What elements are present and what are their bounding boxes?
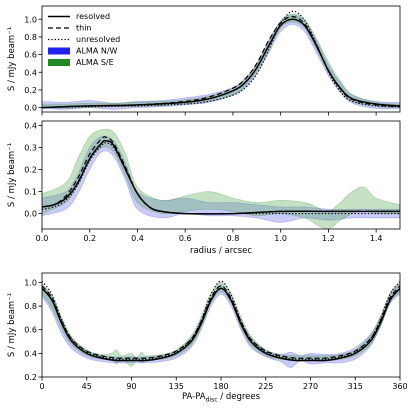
ytick-label-middle-2: 0.2: [24, 165, 37, 174]
line-thin-bottom: [42, 285, 400, 359]
xtick-label-middle-0: 0.0: [36, 234, 49, 243]
xtick-label-bottom-6: 270: [303, 382, 318, 391]
legend-label-resolved: resolved: [76, 12, 110, 21]
ytick-label-top-3: 0.6: [24, 51, 37, 60]
xtick-label-middle-3: 0.6: [179, 234, 192, 243]
ytick-label-bottom-2: 0.6: [24, 326, 37, 335]
legend-swatch-alma-s-e: [48, 59, 70, 66]
ytick-label-top-2: 0.4: [24, 68, 37, 77]
xlabel-suffix-bottom: / degrees: [218, 392, 261, 402]
xlabel-sub-bottom: disc: [206, 397, 218, 404]
band-alma-n-w-top: [42, 14, 400, 110]
panel-middle: 0.0 0.1 0.2 0.3 0.4 0.0 0.2 0.4 0.6 0.8 1.0 1.2 1.4 S…: [7, 120, 401, 256]
band-alma-n-w-middle: [42, 135, 400, 223]
xtick-label-middle-1: 0.2: [83, 234, 96, 243]
xlabel-main-bottom: PA-PA: [182, 392, 206, 402]
xtick-label-bottom-2: 90: [126, 382, 136, 391]
xtick-label-middle-4: 0.8: [227, 234, 240, 243]
xtick-label-middle-5: 1.0: [274, 234, 287, 243]
legend-swatch-alma-n-w: [48, 47, 70, 55]
ytick-label-bottom-0: 0.2: [24, 373, 37, 382]
band-alma-n-w-bottom: [42, 283, 400, 368]
plot-area-middle: [42, 128, 400, 229]
xtick-label-middle-2: 0.4: [131, 234, 144, 243]
ylabel-top: S / mJy beam⁻¹: [7, 27, 17, 91]
axes-frame-top: [41, 5, 401, 113]
xtick-label-bottom-1: 45: [82, 382, 92, 391]
ylabel-middle: S / mJy beam⁻¹: [7, 143, 17, 207]
band-alma-s-e-middle: [42, 128, 400, 229]
ytick-label-top-5: 1.0: [24, 15, 37, 24]
legend-label-unresolved: unresolved: [76, 35, 120, 44]
xtick-label-bottom-3: 135: [169, 382, 184, 391]
legend-label-alma-n-w: ALMA N/W: [76, 47, 118, 56]
ytick-label-top-4: 0.8: [24, 33, 37, 42]
ytick-label-middle-3: 0.3: [24, 143, 37, 152]
line-resolved-middle: [42, 139, 400, 215]
line-unresolved-bottom: [42, 280, 400, 361]
ytick-label-middle-0: 0.0: [24, 210, 37, 219]
band-alma-s-e-bottom: [42, 282, 400, 367]
line-resolved-bottom: [42, 287, 400, 362]
xtick-label-bottom-4: 180: [213, 382, 228, 391]
xlabel-middle: radius / arcsec: [190, 246, 252, 256]
xlabel-bottom: PA-PAdisc / degrees: [182, 392, 261, 404]
line-thin-top: [42, 15, 400, 109]
ytick-label-bottom-1: 0.4: [24, 349, 37, 358]
panel-top: 0.0 0.2 0.4 0.6 0.8 1.0 S / mJy beam⁻¹ resolved…: [7, 5, 401, 116]
ytick-label-middle-1: 0.1: [24, 188, 37, 197]
legend: resolved thin unresolved ALMA N/W ALMA S/E: [48, 12, 120, 67]
band-alma-s-e-top: [42, 13, 400, 109]
xtick-label-middle-6: 1.2: [322, 234, 335, 243]
plot-area-top: [42, 10, 400, 110]
xtick-label-bottom-7: 315: [348, 382, 363, 391]
legend-label-thin: thin: [76, 24, 92, 33]
ytick-label-middle-4: 0.4: [24, 121, 37, 130]
ytick-label-bottom-3: 0.8: [24, 302, 37, 311]
ytick-label-bottom-4: 1.0: [24, 278, 37, 287]
xlabel-main-middle: radius / arcsec: [190, 246, 252, 256]
axes-frame-middle: [41, 120, 401, 230]
xtick-label-bottom-0: 0: [39, 382, 44, 391]
ylabel-bottom: S / mJy beam⁻¹: [7, 293, 17, 357]
xtick-label-bottom-8: 360: [392, 382, 407, 391]
xtick-label-bottom-5: 225: [258, 382, 273, 391]
ytick-label-top-0: 0.0: [24, 104, 37, 113]
line-unresolved-top: [42, 10, 400, 109]
ytick-label-top-1: 0.2: [24, 86, 37, 95]
line-unresolved-middle: [42, 142, 400, 215]
plot-area-bottom: [42, 280, 400, 368]
panel-bottom: 0.2 0.4 0.6 0.8 1.0 0 45 90 135 180 225 270 315 360 S …: [7, 272, 408, 404]
line-thin-middle: [42, 136, 400, 215]
xtick-label-middle-7: 1.4: [370, 234, 383, 243]
legend-label-alma-s-e: ALMA S/E: [76, 58, 114, 67]
